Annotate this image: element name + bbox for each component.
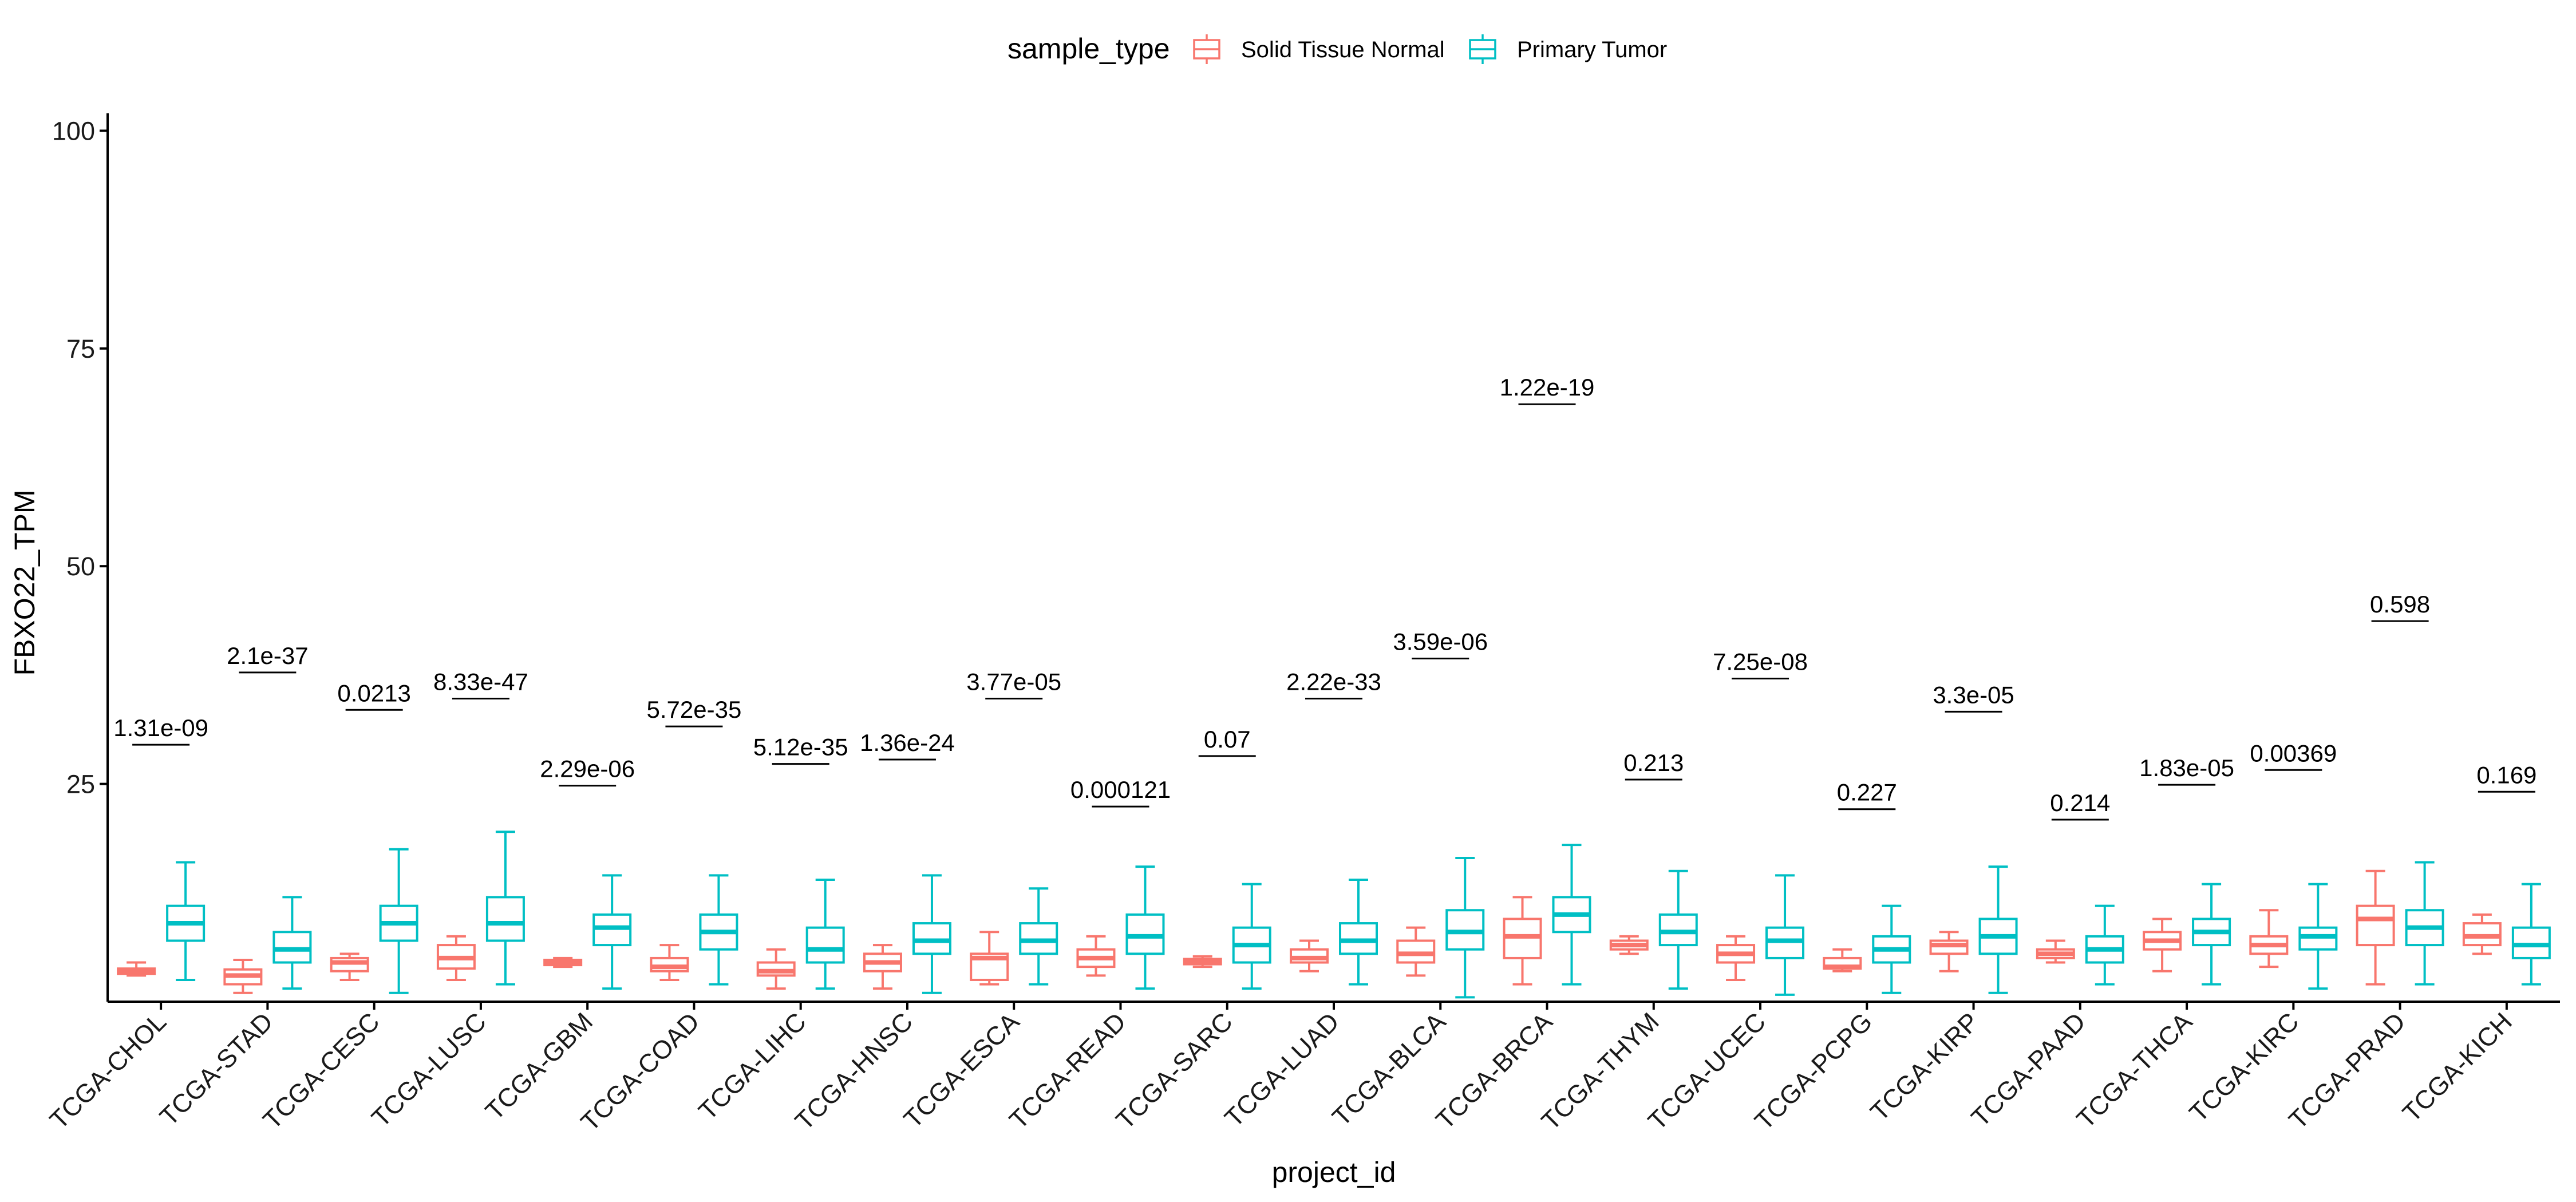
normal-box xyxy=(2462,913,2502,955)
pvalue-label: 0.0213 xyxy=(337,679,410,706)
tumor-box xyxy=(2298,883,2338,990)
pvalue-label: 3.59e-06 xyxy=(1393,628,1488,655)
iqr-box xyxy=(2356,904,2395,947)
tumor-box xyxy=(1978,865,2018,994)
pvalue-label: 0.227 xyxy=(1837,779,1897,806)
pvalue-label: 0.07 xyxy=(1204,726,1251,753)
tumor-box xyxy=(1552,844,1591,986)
y-axis-ticks: 25 50 75 100 xyxy=(52,116,108,799)
normal-box xyxy=(863,944,902,990)
pvalue-label: 2.1e-37 xyxy=(227,642,308,669)
pvalue-label: 0.00369 xyxy=(2250,740,2337,766)
pvalue-label: 2.29e-06 xyxy=(540,756,635,782)
normal-box xyxy=(1609,935,1649,955)
y-tick-label: 100 xyxy=(52,116,95,145)
tumor-box xyxy=(1019,887,1058,986)
pvalue-label: 8.33e-47 xyxy=(433,668,528,695)
normal-box xyxy=(970,931,1009,986)
pvalue-label: 0.000121 xyxy=(1070,776,1171,803)
pvalue-label: 3.77e-05 xyxy=(966,668,1061,695)
normal-box xyxy=(223,958,263,994)
tumor-box xyxy=(805,878,845,990)
legend-item: Solid Tissue Normal xyxy=(1193,34,1445,64)
tumor-box xyxy=(1339,878,1378,986)
tumor-box xyxy=(166,861,206,981)
legend-title: sample_type xyxy=(1008,33,1170,65)
x-axis-title: project_id xyxy=(1272,1156,1396,1188)
normal-box xyxy=(2143,918,2182,972)
tumor-box xyxy=(1445,856,1485,999)
tumor-box xyxy=(1872,904,1911,994)
pvalue-label: 0.214 xyxy=(2050,789,2110,816)
legend-label: Primary Tumor xyxy=(1517,37,1667,62)
normal-box xyxy=(1183,955,1222,968)
tumor-box xyxy=(1232,883,1271,990)
normal-box xyxy=(1716,935,1756,981)
pvalue-label: 1.83e-05 xyxy=(2139,754,2234,781)
normal-box xyxy=(543,956,583,968)
pvalue-label: 0.169 xyxy=(2476,761,2537,788)
tumor-box xyxy=(2405,861,2444,986)
normal-box xyxy=(1076,935,1116,977)
pvalue-label: 0.213 xyxy=(1623,749,1684,776)
y-tick-label: 50 xyxy=(66,552,95,581)
tumor-box xyxy=(2511,883,2551,986)
legend-label: Solid Tissue Normal xyxy=(1241,37,1445,62)
iqr-box xyxy=(805,926,845,964)
normal-box xyxy=(436,935,476,981)
y-tick-label: 25 xyxy=(66,770,95,799)
tumor-box xyxy=(912,874,951,994)
normal-box xyxy=(2249,909,2289,968)
tumor-box xyxy=(2192,883,2231,986)
normal-box xyxy=(117,961,156,977)
y-axis-title: FBXO22_TPM xyxy=(9,489,41,675)
pvalue-label: 3.3e-05 xyxy=(1933,681,2014,708)
normal-box xyxy=(1823,948,1862,972)
tumor-box xyxy=(1765,874,1805,996)
iqr-box xyxy=(485,896,525,942)
pvalue-label: 7.25e-08 xyxy=(1713,648,1808,675)
pvalue-label: 1.22e-19 xyxy=(1500,374,1595,401)
normal-box xyxy=(2036,939,2075,964)
legend-item: Primary Tumor xyxy=(1469,34,1667,64)
normal-box xyxy=(2356,869,2395,986)
tumor-box xyxy=(1125,865,1165,990)
pvalue-label: 0.598 xyxy=(2370,591,2430,618)
pvalue-label: 2.22e-33 xyxy=(1286,668,1381,695)
normal-box xyxy=(1396,926,1436,977)
pvalue-label: 1.31e-09 xyxy=(113,714,208,741)
normal-box xyxy=(650,944,689,981)
pvalue-label: 5.72e-35 xyxy=(647,696,742,723)
pvalue-label: 1.36e-24 xyxy=(860,729,955,756)
normal-box xyxy=(330,952,369,981)
tumor-box xyxy=(699,874,738,986)
tumor-box xyxy=(485,831,525,986)
normal-box xyxy=(756,948,796,990)
legend: sample_type Solid Tissue Normal Primary T… xyxy=(1008,33,1667,65)
tumor-box xyxy=(1658,869,1698,990)
y-tick-label: 75 xyxy=(66,334,95,363)
tumor-box xyxy=(592,874,632,990)
normal-box xyxy=(1929,931,1969,972)
tumor-box xyxy=(379,848,418,994)
tumor-box xyxy=(2085,904,2124,986)
pvalue-label: 5.12e-35 xyxy=(753,734,848,761)
tumor-box xyxy=(272,896,312,990)
normal-box xyxy=(1503,896,1542,986)
normal-box xyxy=(1290,939,1329,972)
